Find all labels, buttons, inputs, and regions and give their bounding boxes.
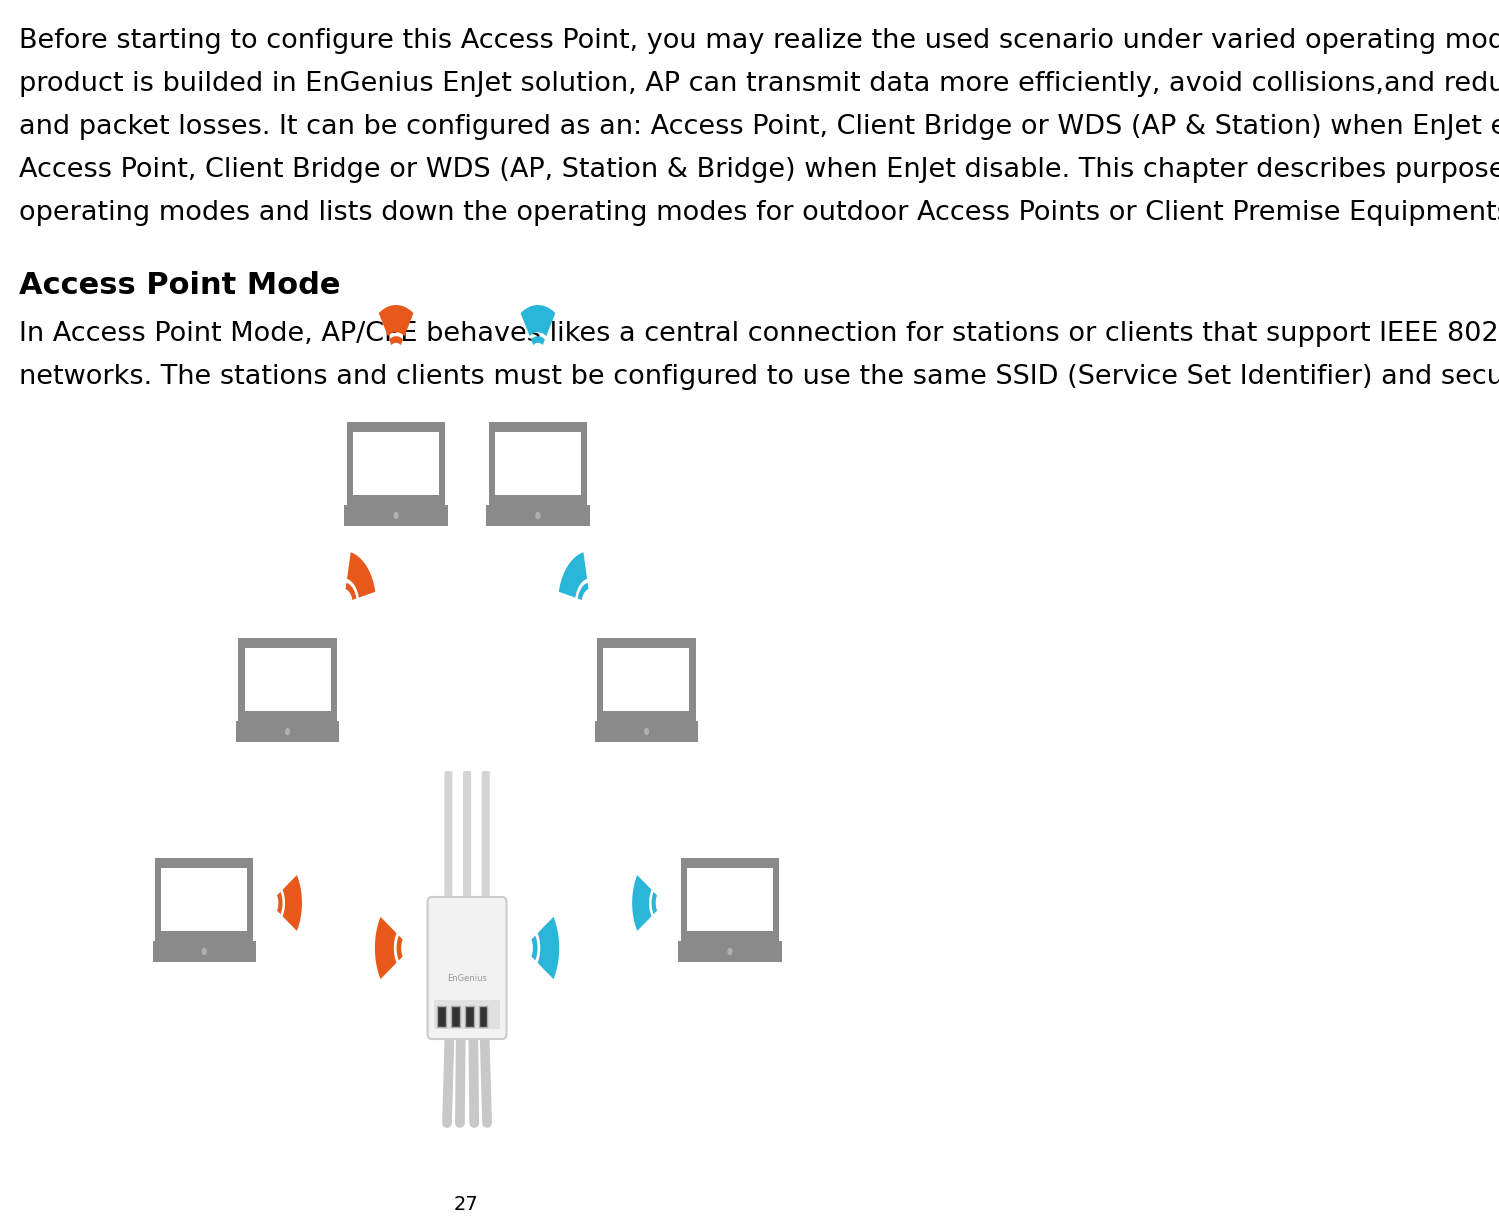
FancyBboxPatch shape (681, 858, 779, 942)
FancyBboxPatch shape (153, 942, 256, 962)
FancyBboxPatch shape (345, 505, 448, 526)
FancyBboxPatch shape (235, 721, 339, 742)
FancyBboxPatch shape (687, 868, 773, 931)
Circle shape (286, 728, 289, 734)
Polygon shape (577, 582, 589, 600)
FancyBboxPatch shape (162, 868, 247, 931)
FancyBboxPatch shape (478, 1007, 487, 1027)
Text: networks. The stations and clients must be configured to use the same SSID (Serv: networks. The stations and clients must … (18, 364, 1499, 390)
FancyBboxPatch shape (238, 639, 337, 721)
FancyBboxPatch shape (427, 897, 507, 1038)
Polygon shape (379, 305, 414, 327)
Polygon shape (538, 926, 549, 970)
FancyBboxPatch shape (486, 505, 589, 526)
FancyBboxPatch shape (463, 771, 471, 905)
Polygon shape (559, 552, 586, 596)
FancyBboxPatch shape (438, 1007, 447, 1027)
FancyBboxPatch shape (465, 1007, 474, 1027)
Circle shape (645, 728, 649, 734)
FancyBboxPatch shape (597, 639, 696, 721)
Polygon shape (633, 875, 646, 931)
Polygon shape (288, 875, 301, 931)
Polygon shape (375, 917, 390, 980)
Polygon shape (384, 321, 408, 336)
FancyBboxPatch shape (444, 771, 453, 905)
Circle shape (394, 512, 399, 519)
Text: In Access Point Mode, AP/CPE behaves likes a central connection for stations or : In Access Point Mode, AP/CPE behaves lik… (18, 321, 1499, 347)
Text: and packet losses. It can be configured as an: Access Point, Client Bridge or WD: and packet losses. It can be configured … (18, 114, 1499, 140)
Polygon shape (531, 935, 538, 960)
FancyBboxPatch shape (489, 422, 588, 505)
Circle shape (537, 512, 540, 519)
Text: Access Point Mode: Access Point Mode (18, 271, 340, 300)
FancyBboxPatch shape (678, 942, 781, 962)
Text: Access Point, Client Bridge or WDS (AP, Station & Bridge) when EnJet disable. Th: Access Point, Client Bridge or WDS (AP, … (18, 157, 1499, 183)
FancyBboxPatch shape (481, 771, 490, 905)
Text: 27: 27 (454, 1195, 478, 1214)
FancyBboxPatch shape (604, 649, 690, 711)
Text: EnGenius: EnGenius (447, 973, 487, 982)
Polygon shape (544, 917, 559, 980)
Text: Before starting to configure this Access Point, you may realize the used scenari: Before starting to configure this Access… (18, 28, 1499, 54)
Polygon shape (348, 568, 366, 597)
Text: product is builded in EnGenius EnJet solution, AP can transmit data more efficie: product is builded in EnGenius EnJet sol… (18, 71, 1499, 97)
Polygon shape (568, 568, 588, 597)
Polygon shape (526, 321, 550, 336)
Text: operating modes and lists down the operating modes for outdoor Access Points or : operating modes and lists down the opera… (18, 200, 1499, 226)
Circle shape (729, 949, 732, 955)
Polygon shape (385, 926, 397, 970)
Polygon shape (397, 935, 403, 960)
Polygon shape (652, 891, 657, 915)
FancyBboxPatch shape (595, 721, 699, 742)
Polygon shape (520, 305, 555, 327)
Circle shape (202, 949, 205, 955)
Polygon shape (346, 582, 357, 600)
FancyBboxPatch shape (354, 433, 439, 495)
Polygon shape (390, 336, 403, 345)
FancyBboxPatch shape (495, 433, 582, 495)
FancyBboxPatch shape (346, 422, 445, 505)
Polygon shape (283, 884, 292, 922)
Polygon shape (531, 336, 546, 345)
FancyBboxPatch shape (154, 858, 253, 942)
Polygon shape (348, 552, 375, 596)
FancyBboxPatch shape (451, 1007, 460, 1027)
FancyBboxPatch shape (244, 649, 331, 711)
FancyBboxPatch shape (433, 1000, 501, 1029)
Polygon shape (277, 891, 282, 915)
Polygon shape (642, 884, 652, 922)
